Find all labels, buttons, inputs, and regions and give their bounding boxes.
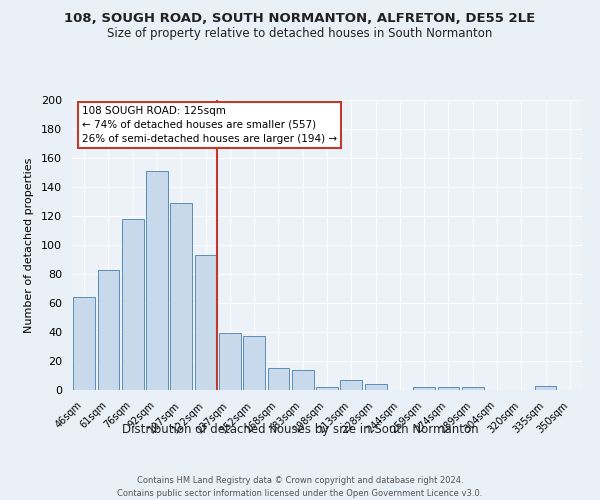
Bar [146,171,168,390]
Bar [316,387,338,390]
Bar [437,387,460,390]
Bar [194,255,217,390]
Text: Contains public sector information licensed under the Open Government Licence v3: Contains public sector information licen… [118,489,482,498]
Bar [268,368,289,390]
Bar [535,386,556,390]
Bar [340,380,362,390]
Bar [219,334,241,390]
Y-axis label: Number of detached properties: Number of detached properties [24,158,34,332]
Bar [292,370,314,390]
Bar [73,297,95,390]
Bar [413,387,435,390]
Text: Contains HM Land Registry data © Crown copyright and database right 2024.: Contains HM Land Registry data © Crown c… [137,476,463,485]
Bar [365,384,386,390]
Bar [462,387,484,390]
Bar [97,270,119,390]
Bar [170,203,192,390]
Text: Size of property relative to detached houses in South Normanton: Size of property relative to detached ho… [107,28,493,40]
Text: Distribution of detached houses by size in South Normanton: Distribution of detached houses by size … [122,422,478,436]
Text: 108 SOUGH ROAD: 125sqm
← 74% of detached houses are smaller (557)
26% of semi-de: 108 SOUGH ROAD: 125sqm ← 74% of detached… [82,106,337,144]
Bar [243,336,265,390]
Text: 108, SOUGH ROAD, SOUTH NORMANTON, ALFRETON, DE55 2LE: 108, SOUGH ROAD, SOUTH NORMANTON, ALFRET… [64,12,536,26]
Bar [122,219,143,390]
